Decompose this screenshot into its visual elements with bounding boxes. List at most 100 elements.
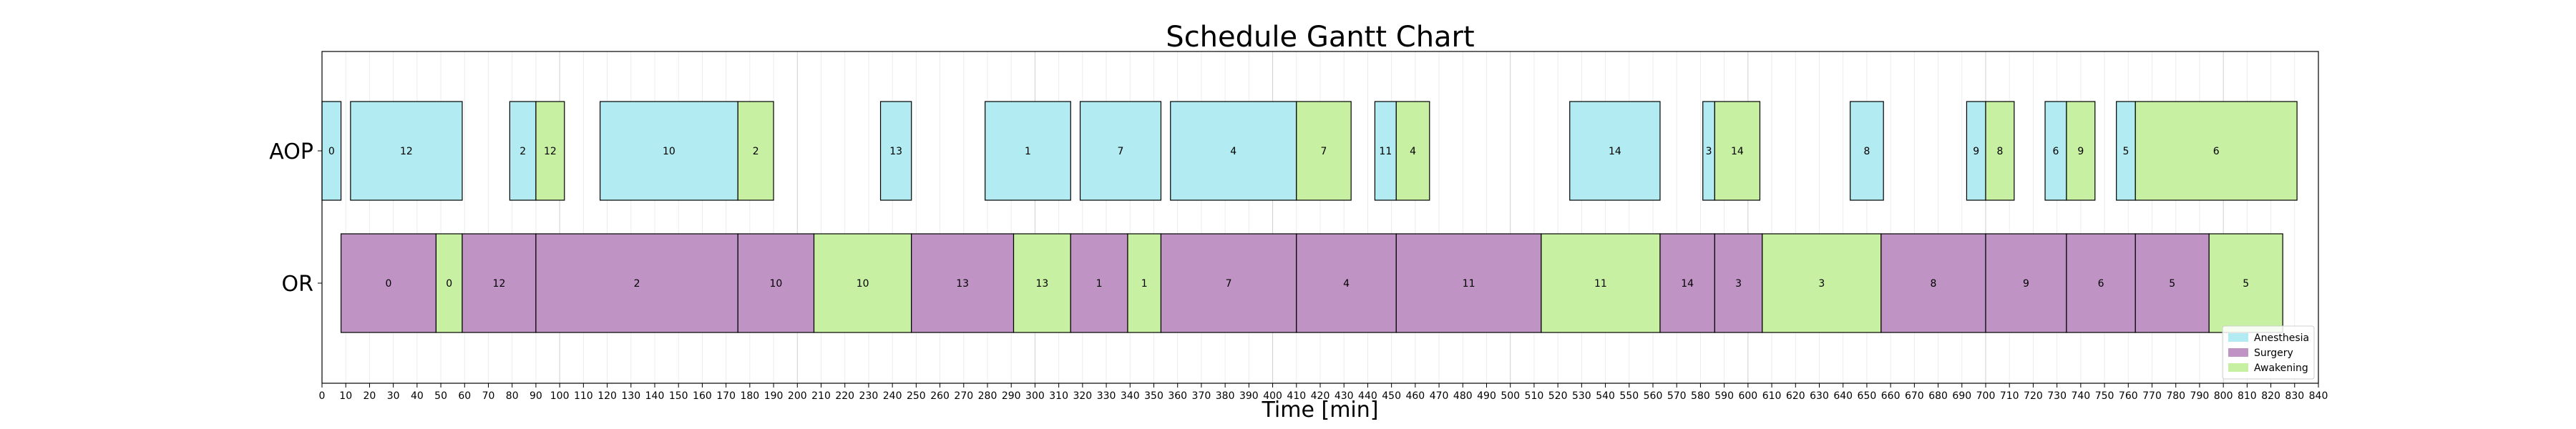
x-tick-label: 80 [506, 390, 519, 402]
task-bar [2066, 101, 2096, 201]
task-bar-label: 0 [446, 278, 452, 290]
task-bar [1296, 101, 1352, 201]
task-bar-aop-anesthesia: 1 [985, 101, 1071, 201]
task-bar-or-surgery: 4 [1296, 233, 1397, 333]
task-bar-aop-awakening: 2 [737, 101, 774, 201]
x-tick-label: 130 [621, 390, 640, 402]
legend-item-surgery: Surgery [2228, 347, 2293, 359]
x-tick-label: 370 [1192, 390, 1211, 402]
legend-label: Surgery [2254, 347, 2293, 359]
task-bar [1714, 101, 1761, 201]
x-tick-label: 350 [1144, 390, 1163, 402]
x-tick-label: 330 [1097, 390, 1116, 402]
x-tick-label: 320 [1073, 390, 1092, 402]
task-bar-aop-anesthesia: 5 [2116, 101, 2136, 201]
x-tick-label: 750 [2095, 390, 2114, 402]
x-tick-label: 520 [1548, 390, 1568, 402]
task-bar [879, 101, 912, 201]
task-bar-aop-anesthesia: 2 [509, 101, 537, 201]
x-tick-label: 510 [1525, 390, 1544, 402]
x-tick-label: 760 [2119, 390, 2138, 402]
task-bar-label: 4 [1230, 146, 1236, 157]
x-tick-label: 60 [458, 390, 471, 402]
x-tick-label: 560 [1644, 390, 1663, 402]
task-bar [1985, 233, 2067, 333]
x-tick-label: 680 [1928, 390, 1948, 402]
task-bar-label: 6 [2098, 278, 2104, 290]
task-bar-or-awakening: 0 [435, 233, 463, 333]
legend-label: Awakening [2254, 363, 2308, 374]
task-bar-label: 11 [1594, 278, 1607, 290]
x-tick-label: 210 [811, 390, 831, 402]
task-bar-label: 3 [1818, 278, 1825, 290]
task-bar-label: 10 [857, 278, 869, 290]
x-tick-label: 420 [1311, 390, 1330, 402]
task-bar-or-awakening: 11 [1541, 233, 1661, 333]
x-tick-label: 460 [1405, 390, 1425, 402]
x-tick-label: 360 [1168, 390, 1187, 402]
x-tick-label: 640 [1833, 390, 1853, 402]
task-bar [1079, 101, 1162, 201]
x-tick-label: 660 [1881, 390, 1901, 402]
x-tick-label: 260 [930, 390, 950, 402]
y-axis: AOP OR [269, 139, 322, 297]
task-bar-label: 12 [493, 278, 506, 290]
task-bar-label: 4 [1410, 146, 1416, 157]
x-tick-label: 670 [1905, 390, 1924, 402]
task-bar [1395, 101, 1430, 201]
x-tick-label: 240 [883, 390, 902, 402]
x-tick-label: 730 [2047, 390, 2067, 402]
legend-swatch [2228, 333, 2248, 342]
task-bar [1569, 101, 1661, 201]
x-tick-label: 590 [1714, 390, 1734, 402]
task-bar [1070, 233, 1128, 333]
task-bar [2044, 101, 2067, 201]
x-tick-label: 190 [764, 390, 784, 402]
task-bar-label: 11 [1463, 278, 1475, 290]
x-tick-label: 280 [978, 390, 997, 402]
legend-label: Anesthesia [2254, 332, 2309, 344]
task-bar [1170, 101, 1297, 201]
task-bar [813, 233, 912, 333]
task-bar-label: 2 [634, 278, 640, 290]
x-tick-label: 40 [411, 390, 424, 402]
x-tick-label: 30 [387, 390, 400, 402]
task-bar-label: 9 [2077, 146, 2084, 157]
x-tick-label: 400 [1263, 390, 1282, 402]
x-tick-label: 770 [2142, 390, 2162, 402]
x-tick-label: 390 [1239, 390, 1259, 402]
task-bar-aop-awakening: 7 [1296, 101, 1352, 201]
x-tick-label: 790 [2190, 390, 2210, 402]
x-tick-label: 780 [2166, 390, 2185, 402]
task-bar [985, 101, 1071, 201]
task-bar-or-surgery: 1 [1070, 233, 1128, 333]
task-bar-label: 4 [1343, 278, 1350, 290]
x-tick-label: 820 [2261, 390, 2280, 402]
task-bar-label: 0 [328, 146, 335, 157]
task-bar-label: 14 [1731, 146, 1744, 157]
task-bar [2066, 233, 2136, 333]
task-bar [737, 233, 815, 333]
x-tick-label: 840 [2309, 390, 2328, 402]
task-bar-label: 6 [2053, 146, 2059, 157]
row-label-or: OR [282, 272, 313, 297]
x-tick-label: 270 [954, 390, 973, 402]
task-bar-label: 3 [1735, 278, 1742, 290]
x-tick-label: 630 [1810, 390, 1829, 402]
task-bar-label: 14 [1681, 278, 1694, 290]
x-tick-label: 90 [530, 390, 542, 402]
task-bar-label: 8 [1863, 146, 1870, 157]
x-tick-label: 810 [2238, 390, 2257, 402]
x-tick-label: 200 [788, 390, 807, 402]
task-bar-label: 7 [1226, 278, 1232, 290]
x-tick-label: 380 [1216, 390, 1235, 402]
task-bar-label: 7 [1321, 146, 1327, 157]
task-bar-label: 3 [1706, 146, 1712, 157]
task-bar [2135, 101, 2298, 201]
task-bar-label: 11 [1379, 146, 1392, 157]
x-tick-label: 160 [693, 390, 712, 402]
task-bar-aop-anesthesia: 7 [1079, 101, 1162, 201]
x-tick-label: 120 [597, 390, 617, 402]
task-bar-aop-anesthesia: 12 [350, 101, 463, 201]
legend-item-awakening: Awakening [2228, 363, 2308, 374]
